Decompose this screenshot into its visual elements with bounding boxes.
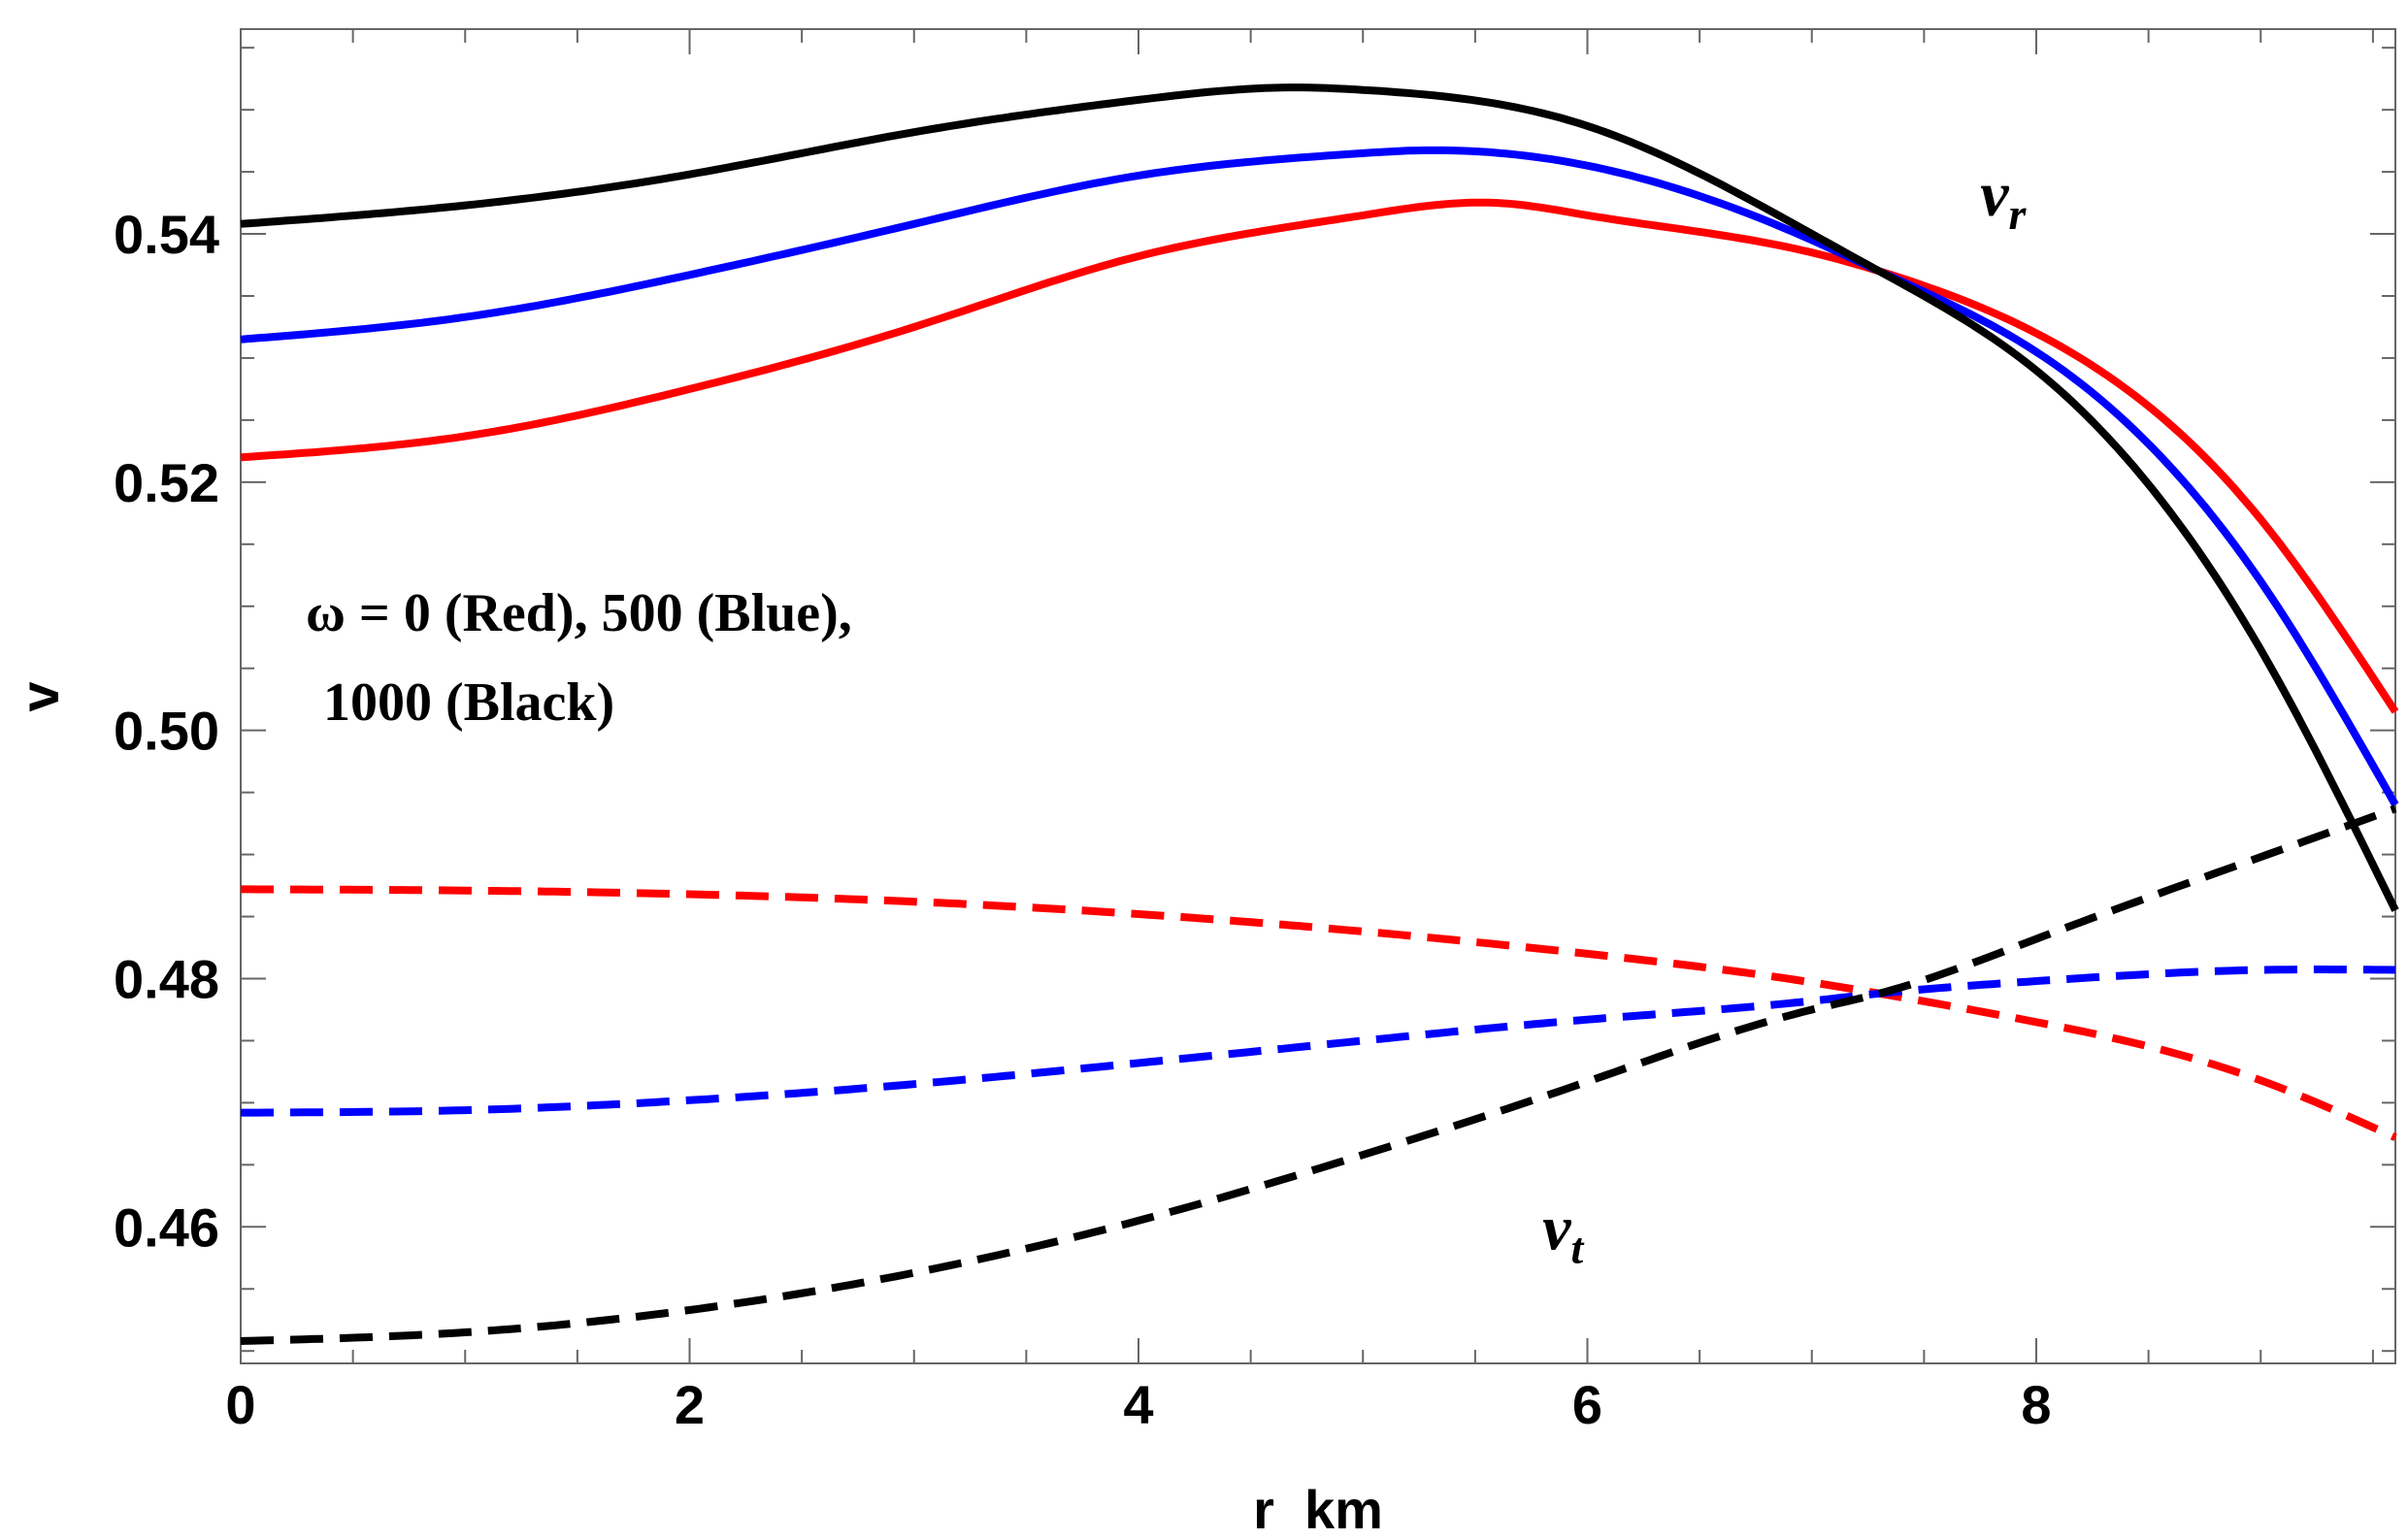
y-tick-label: 0.46 <box>114 1196 219 1258</box>
plot-frame <box>240 28 2396 1364</box>
x-tick-label: 6 <box>1572 1374 1602 1435</box>
x-tick-label: 8 <box>2021 1374 2051 1435</box>
x-tick-label: 0 <box>225 1374 255 1435</box>
y-tick-label: 0.48 <box>114 948 219 1009</box>
vt-curve-label: vt <box>1542 1193 1584 1272</box>
legend-line-1: ω = 0 (Red), 500 (Blue), <box>306 583 852 643</box>
y-axis-title: v <box>9 681 70 711</box>
vt-label-base: v <box>1542 1193 1571 1263</box>
series-line-4 <box>241 885 2397 1141</box>
vt-label-sub: t <box>1571 1223 1585 1272</box>
series-lines <box>240 83 2399 1345</box>
x-tick-label: 4 <box>1123 1374 1153 1435</box>
series-line-6 <box>240 804 2397 1345</box>
y-tick-label: 0.50 <box>114 701 219 762</box>
tick-labels: 0 2 4 6 8 0.46 0.48 0.50 0.52 0.54 <box>114 204 2052 1435</box>
legend-line-2: 1000 (Black) <box>323 672 614 733</box>
x-tick-label: 2 <box>675 1374 705 1435</box>
y-tick-label: 0.54 <box>114 204 219 265</box>
ticks <box>240 29 2395 1363</box>
vr-curve-label: vr <box>1980 159 2027 239</box>
vr-label-base: v <box>1980 159 2009 230</box>
x-axis-title: r km <box>1253 1479 1383 1540</box>
series-line-1 <box>240 198 2399 714</box>
series-line-3 <box>240 83 2399 912</box>
vr-label-sub: r <box>2008 189 2027 239</box>
series-line-5 <box>241 966 2396 1117</box>
y-tick-label: 0.52 <box>114 452 219 513</box>
series-line-2 <box>240 146 2399 807</box>
